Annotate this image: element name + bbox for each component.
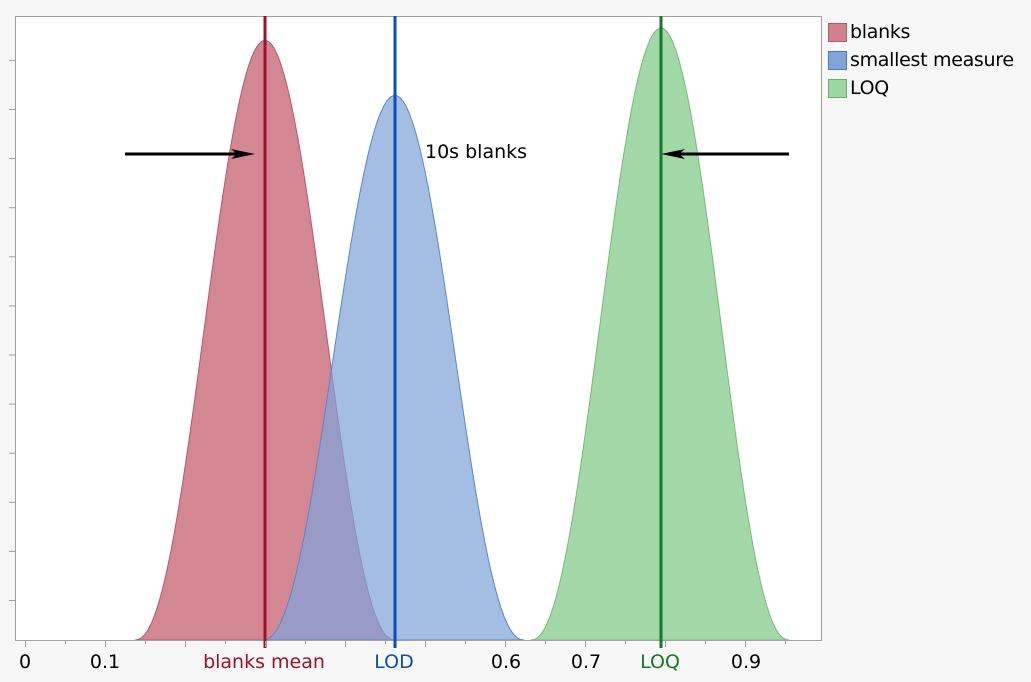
legend-label: smallest measure xyxy=(850,49,1014,71)
annotation-arrows xyxy=(125,149,789,159)
legend-item-smallest-measure[interactable]: smallest measure xyxy=(828,46,1014,74)
x-label-0: 0 xyxy=(18,651,32,673)
x-label-loq: LOQ xyxy=(640,651,680,673)
arrowhead-icon xyxy=(661,149,685,159)
x-label-0.6: 0.6 xyxy=(490,651,522,673)
x-label-0.9: 0.9 xyxy=(730,651,762,673)
legend-item-blanks[interactable]: blanks xyxy=(828,18,1014,46)
legend: blanks smallest measure LOQ xyxy=(828,18,1014,102)
legend-swatch-loq xyxy=(828,78,847,98)
y-axis-ticks xyxy=(9,59,15,601)
x-label-0.1: 0.1 xyxy=(89,651,121,673)
x-label-blanks-mean: blanks mean xyxy=(203,651,325,673)
x-axis-ticks xyxy=(25,641,786,647)
legend-swatch-blanks xyxy=(828,22,847,42)
legend-item-loq[interactable]: LOQ xyxy=(828,74,1014,102)
arrowhead-icon xyxy=(231,149,255,159)
annotation-10s-blanks: 10s blanks xyxy=(425,141,528,163)
legend-label: blanks xyxy=(850,21,911,43)
x-label-lod: LOD xyxy=(374,651,414,673)
legend-swatch-smallest-measure xyxy=(828,50,847,70)
legend-label: LOQ xyxy=(850,77,889,99)
reference-lines xyxy=(263,16,663,648)
x-label-0.7: 0.7 xyxy=(570,651,602,673)
